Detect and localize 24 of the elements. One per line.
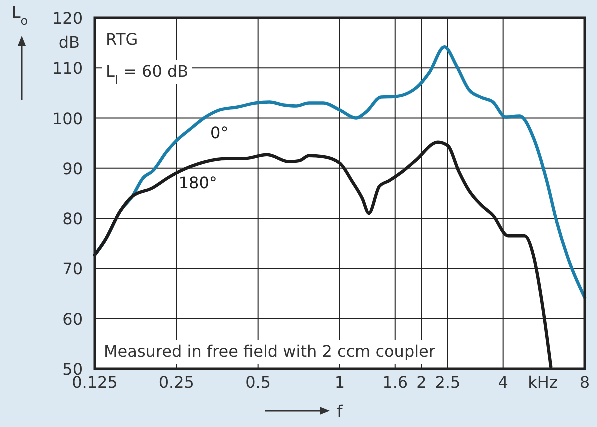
text: dB — [58, 33, 80, 52]
x-tick-label: 1 — [334, 373, 346, 392]
x-tick-label: 1.6 — [382, 373, 408, 392]
y-tick-label: 80 — [62, 210, 83, 229]
text: kHz — [528, 373, 558, 392]
y-tick-label: 110 — [52, 59, 83, 78]
x-tick-label: 2 — [416, 373, 427, 392]
y-axis-title: L$_{o}$ — [12, 3, 28, 28]
y-tick-label: 90 — [62, 159, 83, 178]
y-tick-label: 70 — [62, 260, 83, 279]
x-axis-title: f — [337, 402, 344, 421]
y-tick-label: 60 — [62, 310, 83, 329]
annotation: L$_{I}$ = 60 dB — [106, 62, 189, 87]
series-label: 0° — [210, 123, 229, 142]
annotation: RTG — [106, 30, 138, 49]
x-tick-label: 4 — [498, 373, 508, 392]
x-tick-label: 2.5 — [435, 373, 461, 392]
y-tick-label: 100 — [52, 109, 83, 128]
annotation: Measured in free field with 2 ccm coupler — [104, 342, 436, 361]
series-label: 180° — [178, 173, 218, 192]
x-tick-label: 0.5 — [246, 373, 272, 392]
x-tick-label: 8 — [580, 373, 590, 392]
y-tick-label: 120 — [52, 9, 83, 28]
x-tick-label: 0.25 — [158, 373, 194, 392]
